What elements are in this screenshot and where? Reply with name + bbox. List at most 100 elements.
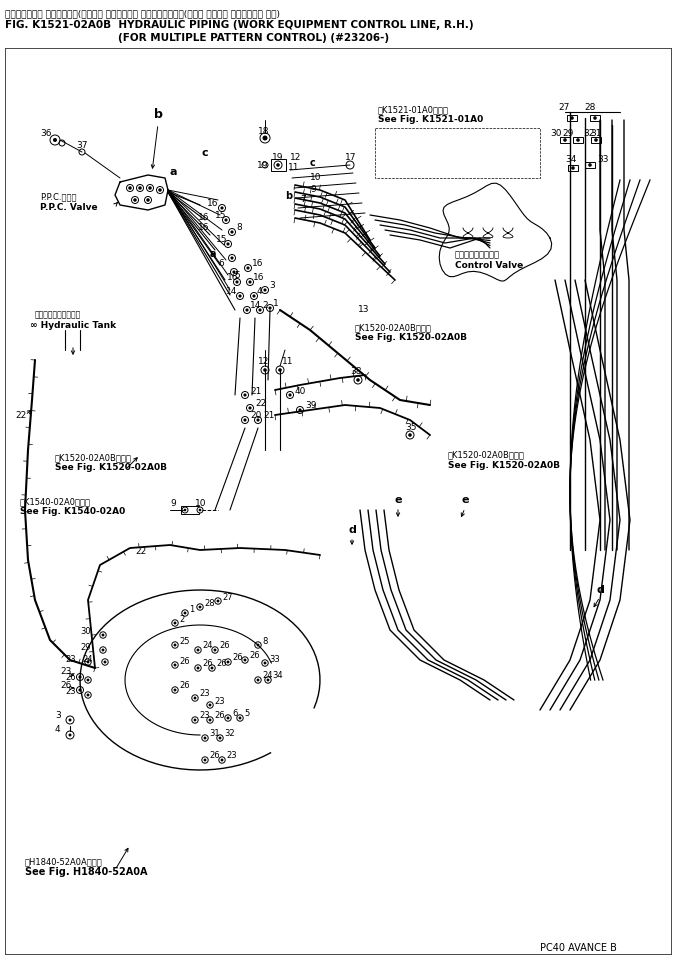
Circle shape	[224, 241, 231, 247]
Circle shape	[172, 620, 178, 626]
Circle shape	[247, 267, 249, 269]
Circle shape	[258, 309, 262, 312]
Circle shape	[571, 166, 575, 170]
Text: 3: 3	[55, 711, 61, 719]
Circle shape	[239, 294, 241, 297]
Circle shape	[235, 280, 239, 284]
Text: See Fig. K1520-02A0B: See Fig. K1520-02A0B	[448, 460, 560, 470]
Text: ハイドロリックタンク: ハイドロリックタンク	[35, 311, 81, 319]
Circle shape	[354, 376, 362, 384]
Circle shape	[172, 642, 178, 648]
Circle shape	[256, 307, 264, 314]
Circle shape	[217, 735, 223, 741]
Text: ∞ Hydraulic Tank: ∞ Hydraulic Tank	[30, 321, 116, 331]
Circle shape	[226, 243, 230, 246]
Bar	[270, 159, 285, 171]
Text: 4: 4	[55, 726, 61, 735]
Circle shape	[266, 679, 270, 682]
Circle shape	[76, 687, 84, 693]
Text: 26: 26	[232, 653, 243, 663]
Text: 23: 23	[66, 688, 76, 696]
Circle shape	[231, 230, 234, 234]
Circle shape	[148, 186, 151, 190]
Circle shape	[132, 197, 139, 203]
Circle shape	[207, 716, 213, 723]
Circle shape	[184, 612, 187, 615]
Text: 19: 19	[257, 160, 268, 170]
Text: 9: 9	[310, 185, 316, 195]
Circle shape	[193, 718, 197, 721]
Text: 14: 14	[226, 288, 237, 296]
Bar	[375, 128, 540, 178]
Circle shape	[231, 256, 234, 260]
Text: 23: 23	[199, 712, 210, 720]
Text: 第K1520-02A0B図参照: 第K1520-02A0B図参照	[355, 323, 432, 333]
Text: d: d	[348, 525, 356, 535]
Circle shape	[219, 757, 225, 763]
Text: e: e	[461, 495, 468, 505]
Bar	[568, 165, 578, 171]
Circle shape	[172, 687, 178, 693]
Text: See Fig. K1521-01A0: See Fig. K1521-01A0	[378, 115, 483, 125]
Text: 34: 34	[272, 671, 283, 681]
Circle shape	[103, 661, 106, 664]
Text: 16: 16	[252, 259, 264, 268]
Text: 26: 26	[209, 752, 220, 760]
Text: 23: 23	[199, 690, 210, 698]
Circle shape	[174, 643, 176, 646]
Circle shape	[76, 673, 84, 681]
Text: See Fig. K1540-02A0: See Fig. K1540-02A0	[20, 507, 125, 517]
Circle shape	[78, 689, 82, 691]
Circle shape	[248, 407, 251, 409]
Circle shape	[210, 667, 214, 669]
Circle shape	[251, 292, 258, 299]
Circle shape	[202, 735, 208, 741]
Circle shape	[594, 116, 597, 120]
Circle shape	[53, 138, 57, 142]
Circle shape	[268, 307, 272, 310]
Text: 26: 26	[60, 681, 72, 690]
Circle shape	[222, 217, 229, 223]
Circle shape	[214, 648, 216, 651]
Circle shape	[100, 632, 106, 638]
Text: d: d	[596, 585, 604, 595]
Text: 13: 13	[358, 306, 370, 315]
Text: 26: 26	[179, 682, 190, 690]
Circle shape	[220, 206, 224, 210]
Text: 33: 33	[597, 155, 608, 165]
Text: 12: 12	[290, 152, 301, 161]
Text: 第K1540-02A0図参照: 第K1540-02A0図参照	[20, 498, 91, 506]
Bar	[590, 115, 600, 121]
Text: 36: 36	[40, 129, 51, 137]
Text: 2: 2	[262, 301, 268, 311]
Text: 33: 33	[269, 654, 280, 664]
Circle shape	[126, 184, 133, 192]
Circle shape	[87, 661, 89, 664]
Circle shape	[594, 138, 598, 142]
Text: 1: 1	[273, 299, 279, 309]
Circle shape	[101, 634, 104, 637]
Circle shape	[248, 280, 251, 284]
Circle shape	[228, 254, 235, 262]
Text: 24: 24	[262, 671, 272, 681]
Circle shape	[133, 199, 137, 201]
Text: b: b	[153, 108, 162, 122]
Circle shape	[220, 759, 224, 761]
Circle shape	[203, 737, 206, 739]
Circle shape	[172, 662, 178, 668]
Circle shape	[199, 508, 201, 511]
Circle shape	[266, 305, 274, 312]
Circle shape	[287, 391, 293, 399]
Circle shape	[68, 718, 72, 721]
Circle shape	[257, 643, 260, 646]
Circle shape	[262, 660, 268, 667]
Circle shape	[182, 507, 188, 513]
Text: 39: 39	[305, 402, 316, 410]
Text: 26: 26	[202, 660, 213, 668]
Circle shape	[84, 659, 91, 666]
Text: 21: 21	[250, 386, 262, 395]
Text: See Fig. K1520-02A0B: See Fig. K1520-02A0B	[355, 334, 467, 342]
Circle shape	[408, 433, 412, 436]
Text: 8: 8	[236, 223, 242, 232]
Text: 29: 29	[80, 643, 91, 651]
